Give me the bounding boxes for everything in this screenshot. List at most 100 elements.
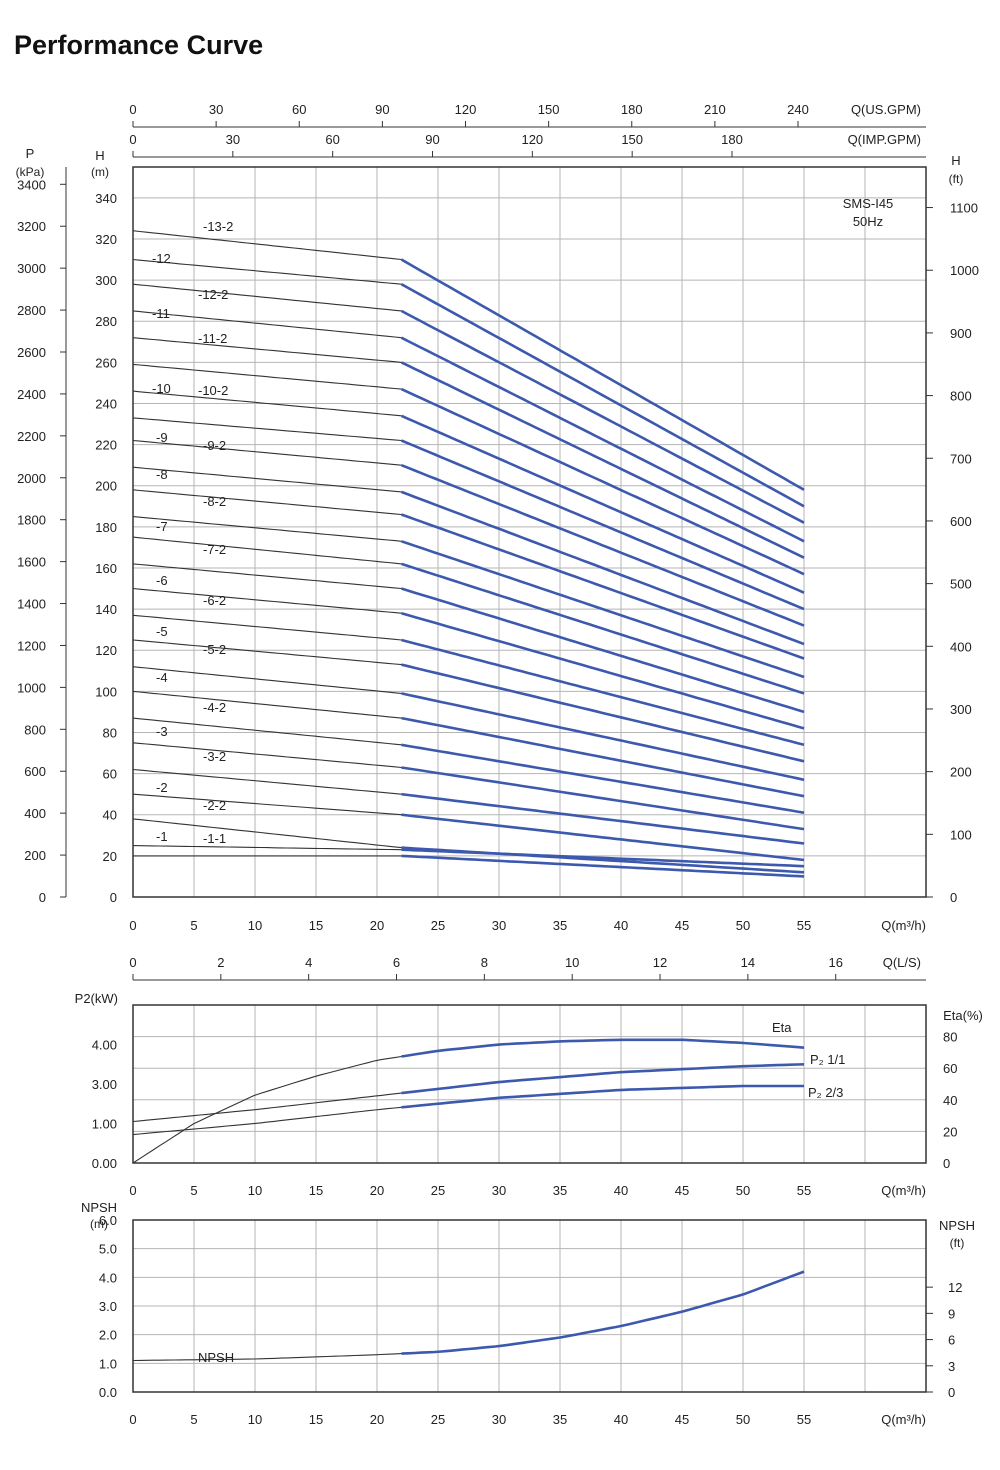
h-m-tick-label: 320 bbox=[95, 232, 117, 247]
page-title: Performance Curve bbox=[14, 30, 264, 60]
head-curve-operating-range bbox=[400, 361, 805, 559]
head-curve-label: -10-2 bbox=[198, 383, 228, 398]
p-kpa-axis-unit: (kPa) bbox=[16, 165, 45, 179]
p-kpa-tick-label: 3000 bbox=[17, 261, 46, 276]
h-m-tick-label: 180 bbox=[95, 520, 117, 535]
head-curve-label: -3 bbox=[156, 724, 168, 739]
head-curve-label: -7-2 bbox=[203, 542, 226, 557]
eta-tick-label: 80 bbox=[943, 1030, 957, 1045]
h-m-tick-label: 60 bbox=[103, 767, 117, 782]
head-curve-operating-range bbox=[400, 309, 805, 524]
head-curve-low-flow bbox=[132, 390, 402, 417]
h-m-tick-label: 200 bbox=[95, 479, 117, 494]
scale-tick-label: 60 bbox=[292, 102, 306, 117]
p-kpa-tick-label: 400 bbox=[24, 806, 46, 821]
h-ft-tick-label: 700 bbox=[950, 451, 972, 466]
p2-two-thirds-curve-low-flow bbox=[132, 1106, 402, 1136]
h-m-tick-label: 220 bbox=[95, 438, 117, 453]
q-tick-label: 35 bbox=[553, 918, 567, 933]
us-gpm-axis-label: Q(US.GPM) bbox=[851, 102, 921, 117]
h-ft-tick-label: 0 bbox=[950, 890, 957, 905]
head-curve-low-flow bbox=[132, 639, 402, 666]
npsh-m-tick-label: 5.0 bbox=[99, 1242, 117, 1257]
scale-tick-label: 210 bbox=[704, 102, 726, 117]
h-ft-axis-unit: (ft) bbox=[949, 172, 964, 186]
head-curve-operating-range bbox=[400, 463, 805, 627]
head-curve-operating-range bbox=[400, 336, 805, 543]
imp-gpm-axis-label: Q(IMP.GPM) bbox=[848, 132, 921, 147]
p-kpa-tick-label: 1000 bbox=[17, 680, 46, 695]
head-curve-operating-range bbox=[401, 587, 805, 714]
eta-curve-low-flow bbox=[132, 1055, 402, 1164]
npsh-ft-tick-label: 9 bbox=[948, 1306, 955, 1321]
q-tick-label: 50 bbox=[736, 1183, 750, 1198]
h-ft-axis-label: H bbox=[951, 153, 960, 168]
power-efficiency-chart: 0 2 4 6 8 10 12 14 16 Q(L/S) 0.00 1.00 3.00 4.00 P2(kW… bbox=[75, 955, 983, 1198]
p-kpa-tick-label: 1400 bbox=[17, 597, 46, 612]
eta-tick-label: 20 bbox=[943, 1124, 957, 1139]
p-kpa-tick-label: 600 bbox=[24, 764, 46, 779]
q-tick-label: 15 bbox=[309, 1412, 323, 1427]
head-curve-label: -6 bbox=[156, 573, 168, 588]
p-kpa-tick-label: 2800 bbox=[17, 303, 46, 318]
h-ft-tick-label: 500 bbox=[950, 577, 972, 592]
p2-axis-label: P2(kW) bbox=[75, 991, 118, 1006]
q-tick-label: 50 bbox=[736, 1412, 750, 1427]
q-tick-label: 35 bbox=[553, 1183, 567, 1198]
npsh-m-tick-label: 6.0 bbox=[99, 1213, 117, 1228]
h-ft-tick-label: 100 bbox=[950, 827, 972, 842]
head-curve-operating-range bbox=[400, 283, 805, 508]
h-m-tick-label: 120 bbox=[95, 643, 117, 658]
head-curve-label: -5-2 bbox=[203, 642, 226, 657]
p-kpa-axis-label: P bbox=[26, 146, 35, 161]
head-curve-operating-range bbox=[401, 854, 805, 878]
q-tick-label: 30 bbox=[492, 918, 506, 933]
scale-tick-label: 0 bbox=[129, 102, 136, 117]
npsh-m-tick-label: 1.0 bbox=[99, 1356, 117, 1371]
q-axis-label: Q(m³/h) bbox=[881, 1412, 926, 1427]
q-tick-label: 25 bbox=[431, 918, 445, 933]
head-curve-operating-range bbox=[401, 663, 805, 763]
q-tick-label: 45 bbox=[675, 1412, 689, 1427]
scale-tick-label: 120 bbox=[455, 102, 477, 117]
head-curve-low-flow bbox=[132, 363, 402, 390]
q-tick-label: 45 bbox=[675, 918, 689, 933]
p-kpa-tick-label: 1200 bbox=[17, 638, 46, 653]
h-ft-tick-label: 300 bbox=[950, 702, 972, 717]
head-curve-low-flow bbox=[132, 717, 402, 746]
p-kpa-tick-label: 200 bbox=[24, 848, 46, 863]
plot-frame bbox=[132, 1219, 927, 1393]
q-tick-label: 5 bbox=[190, 1412, 197, 1427]
h-m-tick-label: 340 bbox=[95, 191, 117, 206]
head-curve-operating-range bbox=[400, 490, 805, 646]
head-curve-label: -2 bbox=[156, 780, 168, 795]
q-tick-label: 30 bbox=[492, 1412, 506, 1427]
head-curve-low-flow bbox=[132, 230, 402, 261]
head-curve-low-flow bbox=[132, 489, 402, 516]
scale-tick-label: 6 bbox=[393, 955, 400, 970]
h-m-tick-label: 160 bbox=[95, 561, 117, 576]
h-m-tick-label: 140 bbox=[95, 602, 117, 617]
head-curve-operating-range bbox=[401, 743, 805, 814]
scale-tick-label: 90 bbox=[375, 102, 389, 117]
head-curve-low-flow bbox=[132, 439, 402, 466]
h-m-tick-label: 300 bbox=[95, 273, 117, 288]
h-m-tick-label: 0 bbox=[110, 890, 117, 905]
p-kpa-tick-label: 3200 bbox=[17, 219, 46, 234]
npsh-m-tick-label: 0.0 bbox=[99, 1385, 117, 1400]
head-curve-label: -12-2 bbox=[198, 287, 228, 302]
head-curve-operating-range bbox=[400, 387, 805, 576]
head-curve-label: -4 bbox=[156, 670, 168, 685]
head-curve-low-flow bbox=[132, 536, 402, 565]
h-m-tick-label: 20 bbox=[103, 849, 117, 864]
q-tick-label: 40 bbox=[614, 918, 628, 933]
p-kpa-tick-label: 2400 bbox=[17, 387, 46, 402]
h-m-tick-label: 40 bbox=[103, 808, 117, 823]
npsh-ft-axis-unit: (ft) bbox=[950, 1236, 965, 1250]
npsh-ft-tick-label: 6 bbox=[948, 1333, 955, 1348]
scale-tick-label: 120 bbox=[521, 132, 543, 147]
head-curve-label: -13-2 bbox=[203, 219, 233, 234]
q-tick-label: 25 bbox=[431, 1183, 445, 1198]
head-curve-label: -1 bbox=[156, 829, 168, 844]
p2-full-curve-label: P₂ 1/1 bbox=[810, 1052, 845, 1067]
